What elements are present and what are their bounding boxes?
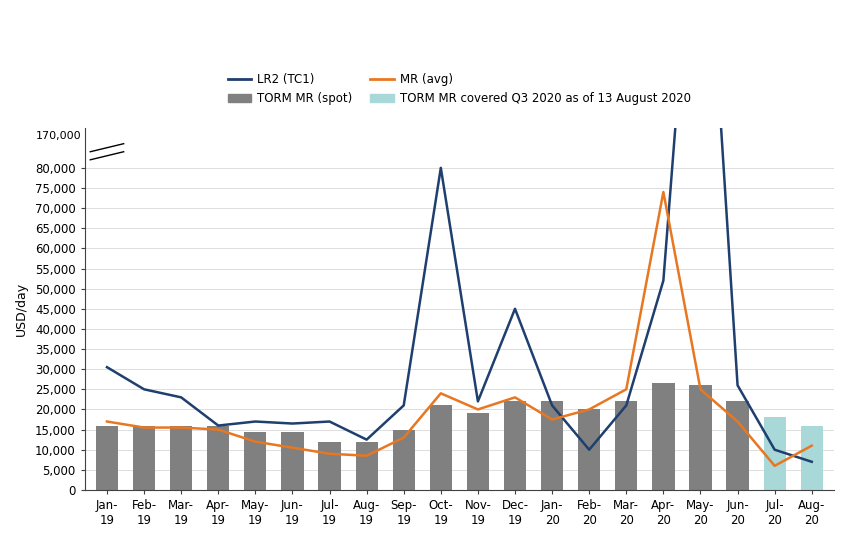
Bar: [430, 405, 452, 490]
Bar: [318, 442, 340, 490]
Bar: [281, 431, 304, 490]
Bar: [467, 414, 489, 490]
Bar: [356, 442, 378, 490]
Bar: [689, 385, 711, 490]
Text: 170,000: 170,000: [36, 131, 81, 140]
Bar: [503, 402, 526, 490]
Bar: [207, 425, 229, 490]
Bar: [541, 402, 563, 490]
Bar: [801, 425, 823, 490]
Bar: [652, 383, 674, 490]
Bar: [578, 409, 600, 490]
Bar: [245, 431, 267, 490]
Bar: [133, 425, 155, 490]
Bar: [763, 417, 786, 490]
Bar: [727, 402, 749, 490]
Bar: [96, 425, 118, 490]
Legend: LR2 (TC1), TORM MR (spot), MR (avg), TORM MR covered Q3 2020 as of 13 August 202: LR2 (TC1), TORM MR (spot), MR (avg), TOR…: [223, 68, 695, 109]
Y-axis label: USD/day: USD/day: [15, 282, 28, 336]
Bar: [616, 402, 638, 490]
Bar: [170, 425, 192, 490]
Bar: [392, 430, 415, 490]
